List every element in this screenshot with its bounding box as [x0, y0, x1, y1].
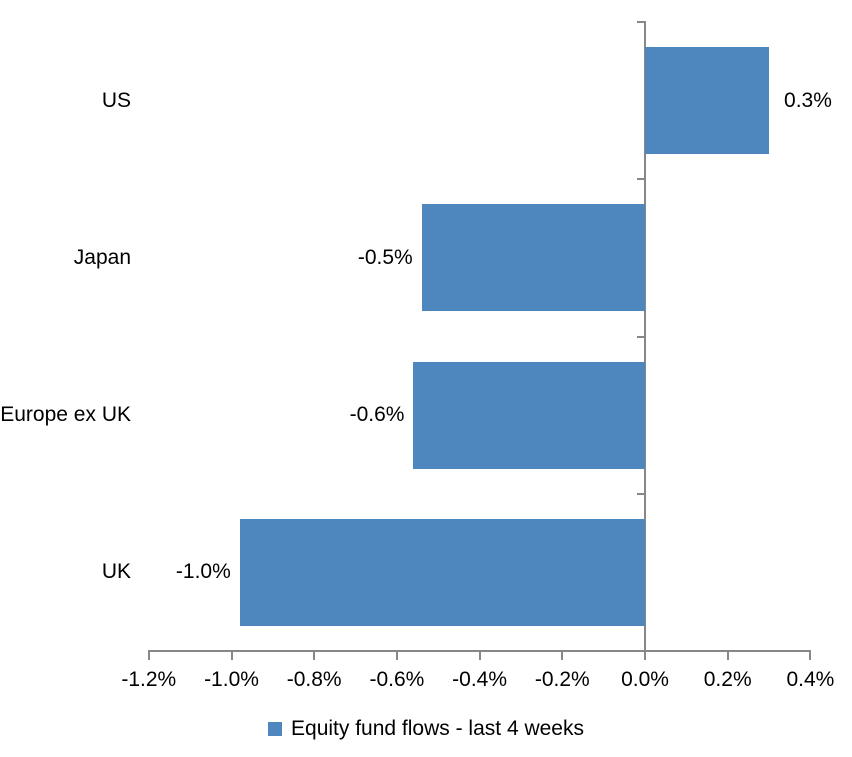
x-axis-tick	[313, 651, 316, 660]
x-axis-tick	[147, 651, 150, 660]
bar-data-label: -0.5%	[357, 245, 413, 269]
x-axis-tick	[561, 651, 564, 660]
x-axis-tick-label: 0.0%	[621, 668, 669, 691]
bar	[413, 361, 645, 469]
x-axis-tick-label: -0.4%	[452, 668, 508, 691]
category-label: Europe ex UK	[0, 403, 131, 427]
legend-swatch-icon	[268, 722, 283, 736]
x-axis-tick-label: -0.6%	[369, 668, 425, 691]
category-axis-tick	[637, 492, 645, 495]
x-axis-tick-label: 0.4%	[786, 668, 835, 691]
category-axis-tick	[637, 650, 645, 652]
x-axis-tick-label: 0.2%	[703, 668, 752, 691]
x-axis-tick	[644, 651, 646, 660]
x-axis-tick	[478, 651, 481, 660]
category-label: Japan	[73, 245, 131, 269]
bar	[239, 518, 645, 626]
x-axis-tick	[809, 651, 812, 660]
category-axis-tick	[637, 335, 645, 338]
x-axis-tick	[230, 651, 233, 660]
x-axis-tick	[726, 651, 729, 660]
bar-data-label: 0.3%	[784, 88, 832, 112]
bar-data-label: -1.0%	[175, 560, 231, 584]
bar-data-label: -0.6%	[349, 403, 405, 427]
x-axis-tick-label: -1.2%	[121, 668, 177, 691]
category-axis-tick	[637, 21, 645, 23]
category-label: US	[101, 88, 131, 112]
y-axis-line	[644, 21, 646, 652]
x-axis-tick	[395, 651, 398, 660]
x-axis-tick-label: -0.2%	[534, 668, 590, 691]
category-label: UK	[101, 560, 131, 584]
category-axis-tick	[637, 178, 645, 181]
x-axis-tick-label: -1.0%	[204, 668, 259, 691]
x-axis-tick-label: -0.8%	[286, 668, 342, 691]
bar	[421, 204, 645, 312]
legend-label: Equity fund flows - last 4 weeks	[291, 717, 584, 740]
legend: Equity fund flows - last 4 weeks	[0, 715, 852, 743]
bar	[645, 47, 770, 155]
